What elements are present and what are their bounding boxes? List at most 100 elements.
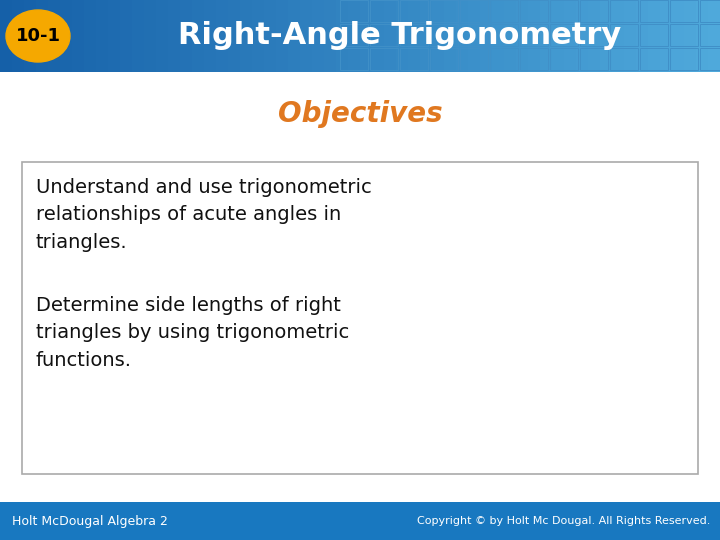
Bar (60, 0, 72, 72)
Bar (168, 0, 180, 72)
Bar (72, 0, 84, 72)
Bar (24, 0, 36, 72)
Bar (408, 0, 420, 72)
Bar (288, 0, 300, 72)
Bar (700, 48, 720, 70)
Bar (460, 24, 488, 46)
Bar (700, 24, 720, 46)
Bar (520, 24, 548, 46)
Bar (640, 24, 668, 46)
Bar (610, 24, 638, 46)
Bar (180, 0, 192, 72)
Bar (340, 48, 368, 70)
Bar (396, 0, 408, 72)
Bar (696, 0, 708, 72)
Bar (580, 24, 608, 46)
Bar (564, 0, 576, 72)
Bar (552, 0, 564, 72)
Bar (48, 0, 60, 72)
Bar (580, 0, 608, 22)
Bar (610, 0, 638, 22)
Text: Determine side lengths of right
triangles by using trigonometric
functions.: Determine side lengths of right triangle… (36, 296, 349, 369)
Bar (360, 0, 372, 72)
Bar (460, 0, 488, 22)
Bar (640, 48, 668, 70)
Bar (528, 0, 540, 72)
Bar (460, 48, 488, 70)
Bar (216, 0, 228, 72)
Bar (370, 48, 398, 70)
Bar (520, 0, 548, 22)
Bar (0, 72, 720, 502)
Bar (12, 0, 24, 72)
Bar (430, 0, 458, 22)
Bar (588, 0, 600, 72)
Bar (648, 0, 660, 72)
Bar (430, 24, 458, 46)
Bar (400, 0, 428, 22)
Bar (504, 0, 516, 72)
Bar (708, 0, 720, 72)
Bar (700, 0, 720, 22)
Bar (84, 0, 96, 72)
Bar (430, 48, 458, 70)
Bar (444, 0, 456, 72)
Bar (550, 24, 578, 46)
Bar (400, 48, 428, 70)
Bar (490, 0, 518, 22)
Bar (540, 0, 552, 72)
Bar (156, 0, 168, 72)
Bar (640, 0, 668, 22)
Bar (204, 0, 216, 72)
Bar (340, 24, 368, 46)
Bar (96, 0, 108, 72)
Bar (468, 0, 480, 72)
Bar (610, 48, 638, 70)
Bar (36, 0, 48, 72)
Bar (672, 0, 684, 72)
Bar (550, 0, 578, 22)
Bar (252, 0, 264, 72)
Bar (576, 0, 588, 72)
Bar (670, 24, 698, 46)
Bar (144, 0, 156, 72)
Text: Objectives: Objectives (278, 100, 442, 128)
Bar (432, 0, 444, 72)
Bar (0, 0, 12, 72)
Bar (0, 502, 720, 540)
Bar (384, 0, 396, 72)
Bar (660, 0, 672, 72)
Bar (22, 162, 698, 474)
Bar (312, 0, 324, 72)
Bar (684, 0, 696, 72)
Bar (520, 48, 548, 70)
Text: 10-1: 10-1 (16, 27, 60, 45)
Bar (550, 48, 578, 70)
Bar (636, 0, 648, 72)
Bar (132, 0, 144, 72)
Bar (336, 0, 348, 72)
Bar (490, 24, 518, 46)
Text: Holt McDougal Algebra 2: Holt McDougal Algebra 2 (12, 515, 168, 528)
Bar (192, 0, 204, 72)
Bar (516, 0, 528, 72)
Bar (492, 0, 504, 72)
Bar (600, 0, 612, 72)
Bar (228, 0, 240, 72)
Bar (400, 24, 428, 46)
Bar (456, 0, 468, 72)
Text: Understand and use trigonometric
relationships of acute angles in
triangles.: Understand and use trigonometric relatio… (36, 178, 372, 252)
Bar (624, 0, 636, 72)
Bar (580, 48, 608, 70)
Bar (420, 0, 432, 72)
Bar (480, 0, 492, 72)
Text: Right-Angle Trigonometry: Right-Angle Trigonometry (179, 22, 621, 51)
Bar (120, 0, 132, 72)
Bar (108, 0, 120, 72)
Bar (264, 0, 276, 72)
Text: Copyright © by Holt Mc Dougal. All Rights Reserved.: Copyright © by Holt Mc Dougal. All Right… (417, 516, 710, 526)
Bar (348, 0, 360, 72)
Bar (276, 0, 288, 72)
Ellipse shape (6, 10, 70, 62)
Bar (324, 0, 336, 72)
